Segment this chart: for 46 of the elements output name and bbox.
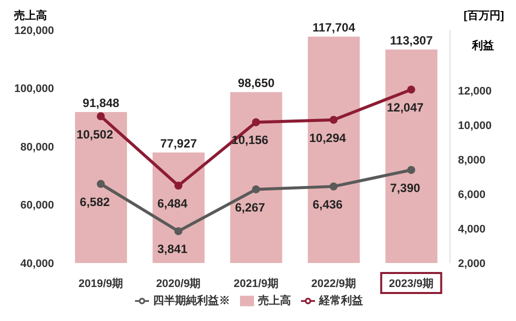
text: [百万円] (464, 9, 504, 23)
y-tick-label: 120,000 (14, 24, 54, 37)
data-label: 7,390 (390, 180, 421, 195)
y2-tick-label: 2,000 (458, 258, 486, 270)
y2-tick-label: 8,000 (458, 154, 486, 166)
x-tick-label: 2021/9期 (234, 277, 278, 290)
y2-tick-label: 12,000 (458, 85, 492, 98)
data-label: 98,650 (238, 76, 275, 90)
point (330, 116, 338, 124)
data-label: 3,841 (157, 242, 188, 256)
y-tick-label: 80,000 (20, 141, 54, 154)
data-label: 10,294 (309, 130, 346, 145)
data-label: 6,582 (80, 194, 110, 209)
legend-label: 経常利益 (319, 295, 363, 307)
data-label: 10,502 (76, 127, 114, 142)
legend-label: 売上高 (258, 295, 291, 307)
data-label: 6,267 (234, 200, 266, 214)
y-tick-label: 100,000 (14, 83, 54, 96)
point (407, 166, 416, 174)
data-label: 12,047 (386, 100, 424, 115)
point (252, 118, 260, 126)
y-axis-title: 売上高 (14, 8, 47, 23)
y2-tick-label: 10,000 (458, 120, 492, 132)
point (252, 185, 260, 194)
y-tick-label: 60,000 (20, 200, 54, 212)
data-label: 113,307 (390, 33, 434, 48)
data-label: 117,704 (312, 20, 356, 35)
data-label: 6,436 (312, 197, 343, 212)
y2-tick-label: 6,000 (458, 188, 486, 201)
point (96, 180, 105, 188)
point (407, 86, 416, 94)
legend-label: 四半期純利益※ (153, 295, 230, 307)
point (330, 182, 338, 190)
point (174, 227, 182, 236)
x-tick-label: 2020/9期 (156, 277, 201, 290)
y2-axis-title: 利益 (472, 38, 494, 53)
data-label: 77,927 (160, 136, 198, 151)
data-label: 91,848 (82, 96, 120, 110)
x-tick-label: 2022/9期 (311, 277, 356, 290)
x-tick-label: 2023/9期 (388, 277, 434, 290)
point (96, 112, 105, 120)
data-label: 6,484 (157, 196, 188, 211)
point (174, 182, 182, 190)
x-tick-label: 2019/9期 (78, 277, 124, 290)
y-tick-label: 40,000 (20, 258, 54, 270)
y2-tick-label: 4,000 (458, 223, 486, 236)
